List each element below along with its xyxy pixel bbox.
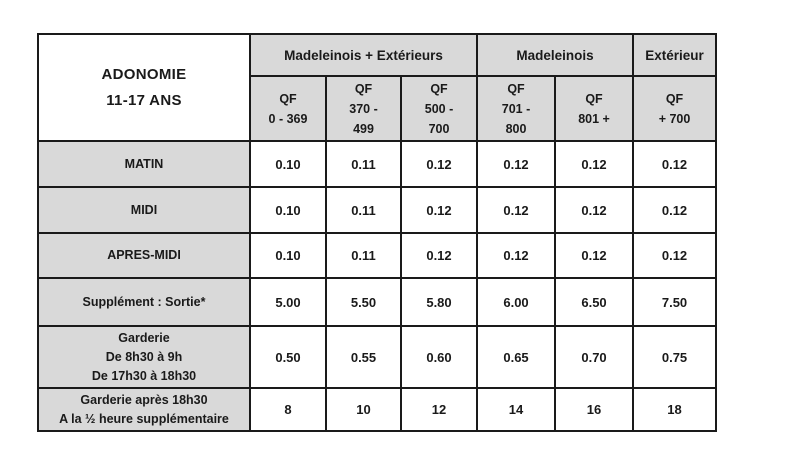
value-cell: 6.00 bbox=[476, 277, 557, 327]
group-header-madeleinois-exterieurs: Madeleinois + Extérieurs bbox=[248, 33, 479, 77]
qf-header-0-369: QF 0 - 369 bbox=[249, 75, 327, 142]
value-cell: 18 bbox=[632, 387, 718, 432]
group-header-madeleinois: Madeleinois bbox=[476, 33, 635, 77]
row-label-line: MATIN bbox=[124, 156, 164, 171]
row-label-line: Garderie bbox=[118, 330, 170, 345]
qf-line: 370 - bbox=[349, 101, 378, 116]
value-cell: 0.12 bbox=[632, 140, 718, 188]
value-cell: 0.12 bbox=[399, 140, 479, 188]
row-label-midi: MIDI bbox=[37, 186, 251, 234]
value-cell: 12 bbox=[399, 387, 479, 432]
value-cell: 5.80 bbox=[399, 277, 479, 327]
qf-line: QF bbox=[507, 81, 525, 96]
row-label-garderie-apres-18h30: Garderie après 18h30 A la ½ heure supplé… bbox=[37, 387, 251, 432]
value-cell: 0.12 bbox=[476, 140, 557, 188]
value-cell: 0.12 bbox=[476, 232, 557, 279]
value-cell: 0.12 bbox=[554, 232, 635, 279]
qf-header-701-800: QF 701 - 800 bbox=[476, 75, 557, 142]
row-label-line: De 8h30 à 9h bbox=[105, 349, 183, 364]
value-cell: 8 bbox=[249, 387, 327, 432]
value-cell: 0.11 bbox=[325, 232, 402, 279]
value-cell: 0.65 bbox=[476, 325, 557, 389]
value-cell: 0.11 bbox=[325, 140, 402, 188]
qf-line: QF bbox=[665, 91, 684, 106]
value-cell: 0.10 bbox=[249, 186, 327, 234]
qf-line: 500 - bbox=[424, 101, 454, 116]
row-label-supplement-sortie: Supplément : Sortie* bbox=[37, 277, 251, 327]
row-label-line: Supplément : Sortie* bbox=[82, 294, 206, 309]
row-label-apres-midi: APRES-MIDI bbox=[37, 232, 251, 279]
qf-line: QF bbox=[585, 91, 603, 106]
value-cell: 0.12 bbox=[476, 186, 557, 234]
value-cell: 0.75 bbox=[632, 325, 718, 389]
qf-line: 499 bbox=[353, 121, 374, 136]
value-cell: 0.55 bbox=[325, 325, 402, 389]
qf-line: QF bbox=[430, 81, 448, 96]
qf-header-plus-700: QF + 700 bbox=[632, 75, 718, 142]
value-cell: 0.70 bbox=[554, 325, 635, 389]
row-label-line: MIDI bbox=[130, 202, 158, 217]
value-cell: 5.50 bbox=[325, 277, 402, 327]
value-cell: 0.50 bbox=[249, 325, 327, 389]
value-cell: 0.12 bbox=[399, 186, 479, 234]
value-cell: 0.12 bbox=[554, 140, 635, 188]
qf-line: 0 - 369 bbox=[268, 111, 308, 126]
qf-line: 801 + bbox=[578, 111, 610, 126]
table-title-line2: 11-17 ANS bbox=[106, 91, 182, 109]
value-cell: 10 bbox=[325, 387, 402, 432]
value-cell: 0.12 bbox=[632, 232, 718, 279]
row-label-line: APRES-MIDI bbox=[107, 248, 181, 262]
value-cell: 0.11 bbox=[325, 186, 402, 234]
value-cell: 0.60 bbox=[399, 325, 479, 389]
qf-header-370-499: QF 370 - 499 bbox=[325, 75, 402, 142]
value-cell: 0.12 bbox=[399, 232, 479, 279]
qf-header-500-700: QF 500 - 700 bbox=[399, 75, 479, 142]
table-title-line1: ADONOMIE bbox=[101, 65, 187, 83]
qf-header-801-plus: QF 801 + bbox=[554, 75, 635, 142]
qf-line: QF bbox=[354, 81, 373, 96]
value-cell: 0.12 bbox=[554, 186, 635, 234]
tariff-table: ADONOMIE 11-17 ANS Madeleinois + Extérie… bbox=[37, 33, 718, 432]
row-label-matin: MATIN bbox=[37, 140, 251, 188]
value-cell: 5.00 bbox=[249, 277, 327, 327]
qf-line: 701 - bbox=[501, 101, 531, 116]
value-cell: 6.50 bbox=[554, 277, 635, 327]
table-title-cell: ADONOMIE 11-17 ANS bbox=[37, 33, 251, 142]
row-label-line: Garderie après 18h30 bbox=[80, 392, 208, 407]
group-header-exterieur: Extérieur bbox=[632, 33, 718, 77]
row-label-line: A la ½ heure supplémentaire bbox=[59, 411, 229, 426]
row-label-line: De 17h30 à 18h30 bbox=[91, 368, 197, 383]
value-cell: 16 bbox=[554, 387, 635, 432]
value-cell: 0.10 bbox=[249, 232, 327, 279]
row-label-garderie: Garderie De 8h30 à 9h De 17h30 à 18h30 bbox=[37, 325, 251, 389]
value-cell: 0.12 bbox=[632, 186, 718, 234]
qf-line: + 700 bbox=[658, 111, 691, 126]
qf-line: QF bbox=[279, 91, 297, 106]
value-cell: 14 bbox=[476, 387, 557, 432]
qf-line: 800 bbox=[505, 121, 527, 136]
value-cell: 0.10 bbox=[249, 140, 327, 188]
qf-line: 700 bbox=[428, 121, 450, 136]
value-cell: 7.50 bbox=[632, 277, 718, 327]
